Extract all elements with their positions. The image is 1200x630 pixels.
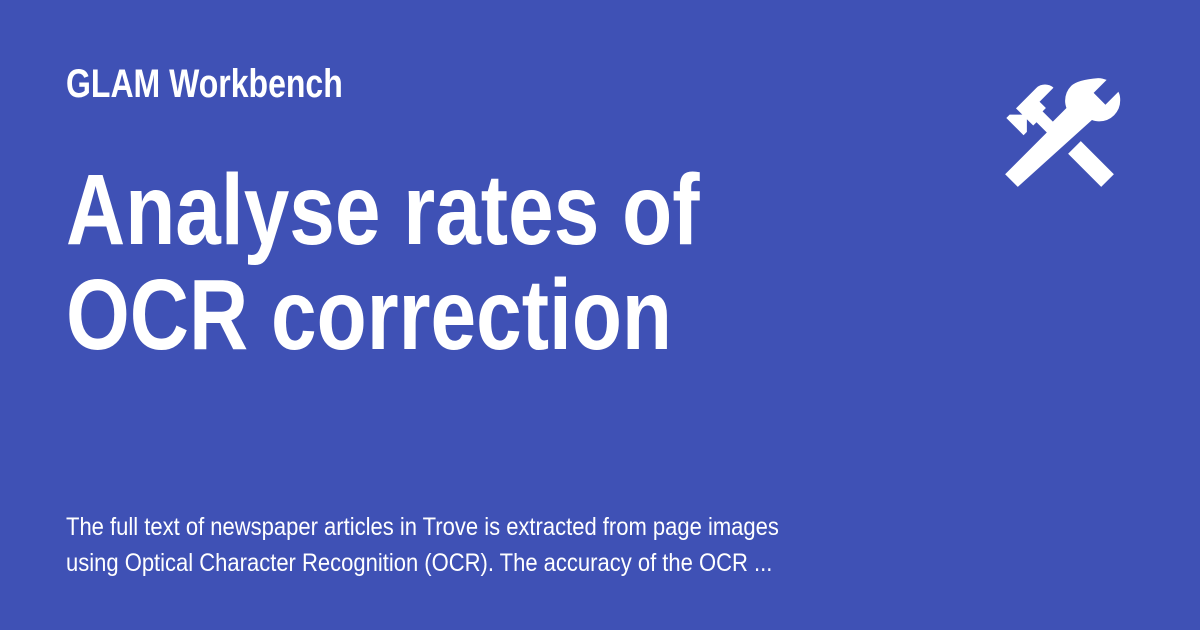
description-line-2: using Optical Character Recognition (OCR… <box>66 548 773 577</box>
construction-icon <box>1005 78 1121 187</box>
title-line-2: OCR correction <box>66 259 672 371</box>
description-line-1: The full text of newspaper articles in T… <box>66 513 779 541</box>
brand-name: GLAM Workbench <box>66 62 343 106</box>
description: The full text of newspaper articles in T… <box>66 510 779 581</box>
page-title: Analyse rates of OCR correction <box>66 158 700 368</box>
title-line-1: Analyse rates of <box>66 154 700 266</box>
